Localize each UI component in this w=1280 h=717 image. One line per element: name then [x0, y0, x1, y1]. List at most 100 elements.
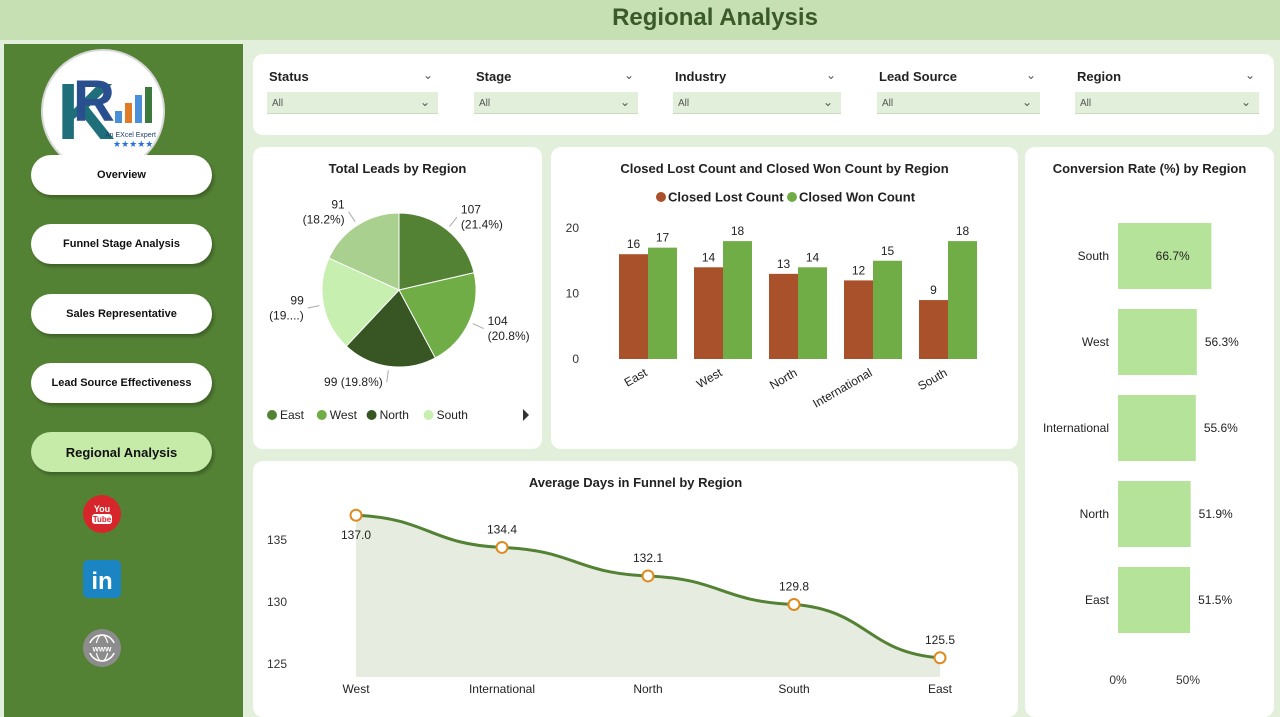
x-tick-label: West [694, 365, 725, 391]
nav-lead-source-effectiveness[interactable]: Lead Source Effectiveness [31, 363, 212, 403]
bar-data-label: 51.5% [1198, 593, 1232, 607]
nav-funnel-stage-analysis[interactable]: Funnel Stage Analysis [31, 224, 212, 264]
nav-regional-label: Regional Analysis [65, 444, 178, 460]
point-data-label: 132.1 [633, 551, 663, 565]
bar[interactable] [1118, 309, 1197, 375]
legend-marker [267, 410, 277, 420]
pie-leader-line [472, 323, 484, 329]
filter-industry-select[interactable]: All ⌄ [673, 92, 841, 114]
bar-data-label: 18 [956, 224, 970, 238]
bar[interactable] [769, 273, 798, 359]
pie-leader-line [386, 370, 389, 383]
conversion-chart: South 66.7% West 56.3% International 55.6% Nor… [1043, 223, 1239, 687]
bar[interactable] [648, 247, 677, 359]
chevron-down-icon[interactable]: ⌄ [826, 68, 837, 82]
filter-status-value: All [272, 98, 284, 109]
nav-overview-label: Overview [97, 169, 146, 181]
bar-data-label: 66.7% [1156, 249, 1190, 263]
bar[interactable] [798, 267, 827, 359]
bar[interactable] [694, 267, 723, 359]
globe-icon[interactable]: www [82, 628, 122, 668]
filter-stage-select[interactable]: All ⌄ [474, 92, 638, 114]
bar[interactable] [873, 260, 902, 359]
x-tick-label: South [778, 682, 809, 696]
chevron-down-icon[interactable]: ⌄ [1026, 68, 1037, 82]
pie-data-label: 99 [290, 294, 304, 308]
pie-data-label: (19....) [269, 309, 304, 323]
data-point[interactable] [495, 540, 509, 554]
pie-data-label: 99 (19.8%) [324, 375, 383, 389]
nav-regional-analysis[interactable]: Regional Analysis [31, 432, 212, 472]
pie-slice[interactable] [398, 212, 475, 291]
bar-data-label: 56.3% [1205, 335, 1239, 349]
linkedin-icon[interactable]: in [82, 559, 122, 599]
nav-overview[interactable]: Overview [31, 155, 212, 195]
filter-lead-source-value: All [882, 98, 894, 109]
legend-marker [656, 192, 666, 202]
chevron-down-icon[interactable]: ⌄ [624, 68, 635, 82]
pie-slice[interactable] [321, 257, 400, 347]
filter-status-select[interactable]: All ⌄ [267, 92, 438, 114]
conversion-chart-title: Conversion Rate (%) by Region [1052, 161, 1247, 176]
x-tick-label: 50% [1176, 673, 1200, 687]
data-point[interactable] [349, 508, 363, 522]
bar[interactable] [948, 241, 977, 359]
pie-slice[interactable] [345, 289, 436, 368]
legend-marker [787, 192, 797, 202]
line-chart: 125 130 135 137.0 West 134.4 International 132.… [267, 508, 955, 696]
legend-marker [366, 410, 377, 420]
pie-leader-line [449, 216, 458, 227]
data-point[interactable] [787, 597, 801, 611]
bar[interactable] [1118, 395, 1196, 461]
conversion-chart-card: Conversion Rate (%) by Region South 66.7%… [1025, 147, 1274, 717]
column-chart: Closed Lost Count Closed Won Count 0 10 20 16… [566, 190, 977, 411]
bar[interactable] [723, 241, 752, 359]
pie-chart-title: Total Leads by Region [328, 161, 467, 176]
nav-lead-source-label: Lead Source Effectiveness [51, 377, 192, 389]
bar[interactable] [1118, 481, 1191, 547]
legend-next-arrow[interactable] [523, 409, 529, 421]
nav-sales-representative[interactable]: Sales Representative [31, 294, 212, 334]
svg-text:Tube: Tube [93, 515, 112, 524]
sidebar: K R An EXcel Expert ★★★★★ Overview Funne… [4, 44, 243, 717]
point-data-label: 134.4 [487, 522, 517, 536]
filter-stage-label: Stage [476, 69, 512, 84]
page-title: Regional Analysis [612, 4, 818, 31]
bar[interactable] [619, 254, 648, 359]
pie-data-label: 107 [461, 203, 481, 217]
chevron-down-icon[interactable]: ⌄ [1245, 68, 1256, 82]
svg-text:You: You [94, 504, 110, 514]
y-tick-label: 130 [267, 595, 287, 609]
bar[interactable] [1118, 223, 1212, 289]
x-tick-label: North [767, 365, 799, 392]
y-tick-label: 125 [267, 657, 287, 671]
nav-sales-label: Sales Representative [66, 308, 177, 320]
y-tick-label: 0 [572, 352, 579, 366]
youtube-icon[interactable]: You Tube [82, 494, 122, 534]
bar[interactable] [1118, 567, 1191, 633]
bar-data-label: 13 [777, 257, 791, 271]
y-tick-label: East [1085, 593, 1110, 607]
chevron-down-icon[interactable]: ⌄ [423, 68, 434, 82]
pie-slice[interactable] [398, 272, 477, 359]
filter-industry-label: Industry [675, 69, 727, 84]
y-tick-label: West [1082, 335, 1110, 349]
filter-region-select[interactable]: All ⌄ [1075, 92, 1259, 114]
y-tick-label: 20 [566, 221, 580, 235]
data-point[interactable] [933, 651, 947, 665]
y-tick-label: South [1078, 249, 1109, 263]
svg-text:★★★★★: ★★★★★ [113, 139, 153, 149]
chevron-down-icon: ⌄ [619, 95, 630, 109]
filter-lead-source-select[interactable]: All ⌄ [877, 92, 1040, 114]
bar[interactable] [919, 300, 948, 359]
pie-slice[interactable] [328, 212, 400, 291]
bar-data-label: 12 [852, 263, 866, 277]
column-chart-title: Closed Lost Count and Closed Won Count b… [620, 161, 949, 176]
logo-text: An EXcel Expert [105, 132, 156, 139]
logo: K R An EXcel Expert ★★★★★ [41, 49, 165, 173]
y-tick-label: 135 [267, 533, 287, 547]
data-point[interactable] [641, 569, 655, 583]
bar[interactable] [844, 280, 873, 359]
nav-funnel-label: Funnel Stage Analysis [63, 238, 180, 250]
x-tick-label: East [928, 682, 953, 696]
